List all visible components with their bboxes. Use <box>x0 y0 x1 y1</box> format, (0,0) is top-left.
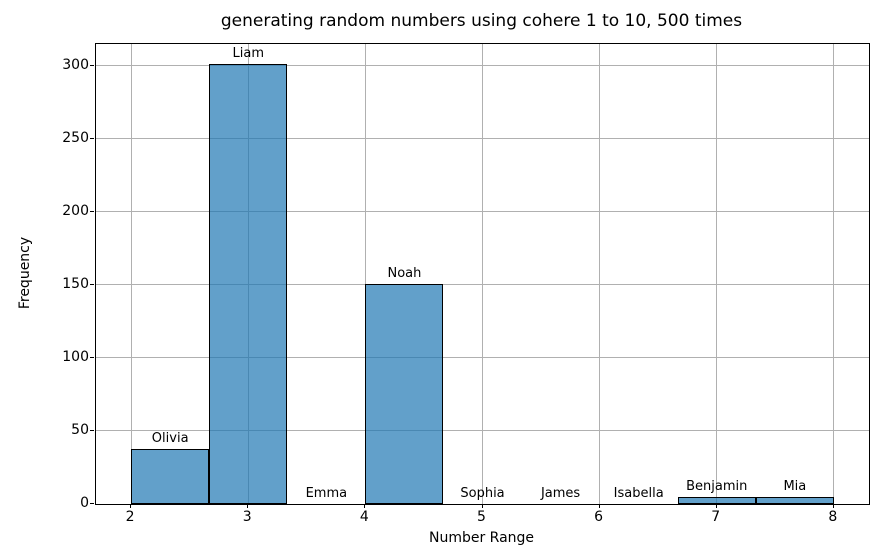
y-tick-label-150: 150 <box>62 275 89 292</box>
gridline-x-7 <box>716 44 718 504</box>
x-tick-label-5: 5 <box>477 509 486 525</box>
x-axis-label: Number Range <box>428 530 535 546</box>
chart-title: generating random numbers using cohere 1… <box>220 11 743 31</box>
gridline-x-4 <box>364 44 366 504</box>
x-tick-mark-6 <box>598 504 600 508</box>
y-tick-mark-150 <box>90 283 94 285</box>
bar-benjamin <box>677 496 756 504</box>
x-tick-mark-3 <box>247 504 249 508</box>
bar-label-olivia: Olivia <box>151 430 189 446</box>
y-tick-mark-50 <box>90 429 94 431</box>
y-tick-label-200: 200 <box>62 202 89 219</box>
x-tick-label-8: 8 <box>828 509 838 525</box>
y-tick-label-250: 250 <box>62 129 89 146</box>
y-axis-label: Frequency <box>17 236 33 310</box>
bar-label-mia: Mia <box>783 478 807 494</box>
gridline-y-50 <box>96 430 869 432</box>
y-tick-label-100: 100 <box>62 348 89 365</box>
bar-label-noah: Noah <box>387 265 422 281</box>
y-tick-label-0: 0 <box>80 495 89 511</box>
gridline-x-5 <box>482 44 483 504</box>
gridline-x-8 <box>833 44 835 504</box>
bar-label-emma: Emma <box>305 486 348 501</box>
x-tick-mark-4 <box>364 504 366 508</box>
x-tick-label-6: 6 <box>594 509 604 525</box>
x-tick-label-2: 2 <box>125 509 135 525</box>
bar-label-sophia: Sophia <box>460 486 505 501</box>
gridline-x-6 <box>599 44 601 504</box>
y-tick-mark-250 <box>90 137 94 139</box>
gridline-y-100 <box>96 357 869 359</box>
x-tick-label-4: 4 <box>359 509 369 525</box>
x-tick-mark-8 <box>832 504 834 508</box>
gridline-y-250 <box>96 138 869 140</box>
y-tick-mark-200 <box>90 210 94 212</box>
bar-label-benjamin: Benjamin <box>686 478 748 494</box>
bar-noah <box>365 283 444 504</box>
gridline-y-200 <box>96 211 869 213</box>
gridline-x-2 <box>130 44 132 504</box>
bar-olivia <box>131 448 210 504</box>
gridline-y-150 <box>96 284 869 286</box>
bar-liam <box>209 64 288 504</box>
x-tick-label-7: 7 <box>711 509 721 525</box>
bar-label-liam: Liam <box>232 46 264 62</box>
y-tick-mark-0 <box>90 503 94 504</box>
x-tick-mark-5 <box>481 504 483 508</box>
y-tick-label-300: 300 <box>62 56 89 73</box>
y-tick-label-50: 50 <box>71 421 89 438</box>
bar-label-isabella: Isabella <box>613 486 664 501</box>
x-tick-label-3: 3 <box>242 509 252 525</box>
bar-mia <box>755 496 834 504</box>
plot-area: Olivia Liam Emma Noah Sophia James Isabella Ben… <box>95 43 870 505</box>
x-tick-mark-7 <box>715 504 717 508</box>
gridline-y-300 <box>96 65 869 67</box>
y-tick-mark-100 <box>90 356 94 358</box>
bar-label-james: James <box>540 486 581 501</box>
x-tick-mark-2 <box>130 504 132 508</box>
y-tick-mark-300 <box>90 64 94 66</box>
